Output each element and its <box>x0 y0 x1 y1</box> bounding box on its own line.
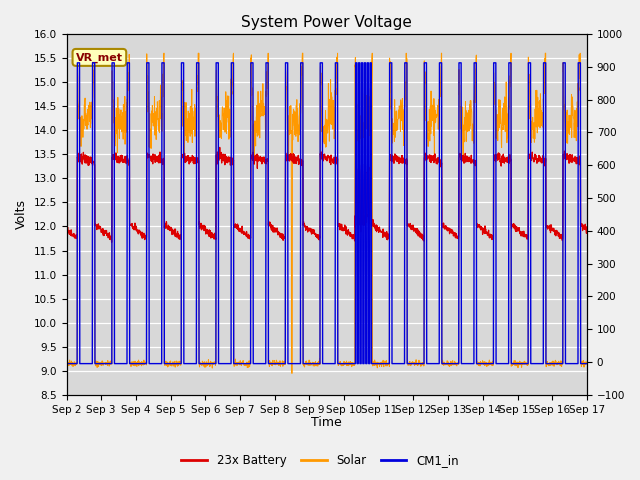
Y-axis label: Volts: Volts <box>15 199 28 229</box>
X-axis label: Time: Time <box>311 416 342 429</box>
Text: VR_met: VR_met <box>76 52 123 62</box>
Legend: 23x Battery, Solar, CM1_in: 23x Battery, Solar, CM1_in <box>177 449 463 472</box>
Title: System Power Voltage: System Power Voltage <box>241 15 412 30</box>
